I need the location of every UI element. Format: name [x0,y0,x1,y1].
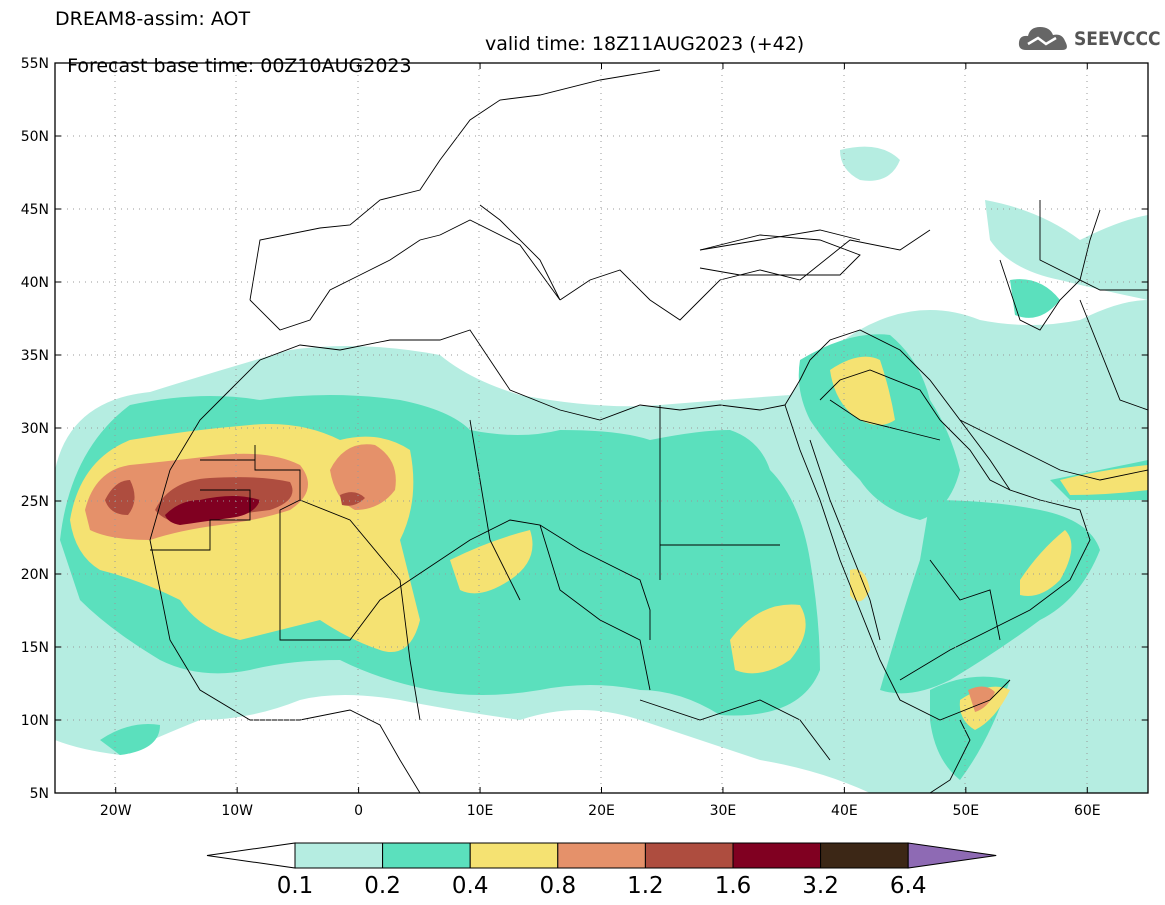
lon-label: 0 [354,803,363,819]
lon-label: 40E [831,803,858,819]
colorbar-segment [469,842,559,869]
colorbar-segment [820,842,909,869]
colorbar-label: 1.2 [627,873,664,899]
colorbar-label: 6.4 [890,873,927,899]
cloud-icon [1018,27,1067,50]
colorbar-high-arrow [907,842,997,869]
colorbar-label: 3.2 [802,873,839,899]
colorbar-low-arrow [206,842,296,869]
colorbar-segment [732,842,822,869]
colorbar-segment [382,842,471,869]
lat-label: 55N [21,56,49,72]
lat-label: 45N [21,202,49,218]
colorbar-labels: 0.1 0.2 0.4 0.8 1.2 1.6 3.2 6.4 [277,873,927,899]
base-time-label: Forecast base time: 00Z10AUG2023 valid t… [55,33,804,99]
colorbar-label: 0.4 [452,873,489,899]
colorbar-label: 1.6 [715,873,752,899]
lat-label: 20N [21,567,49,583]
graticule [55,63,1148,793]
seevccc-logo: SEEVCCC [1018,22,1161,56]
lat-label: 10N [21,713,49,729]
axis-ticks [55,62,1148,794]
latitude-labels: 55N 50N 45N 40N 35N 30N 25N 20N 15N 10N 5N [21,56,49,802]
colorbar-label: 0.1 [277,873,314,899]
colorbar-label: 0.2 [364,873,401,899]
lat-label: 35N [21,348,49,364]
lat-label: 30N [21,421,49,437]
colorbar [206,842,997,869]
valid-time-text: valid time: 18Z11AUG2023 (+42) [485,33,805,55]
lat-label: 5N [30,786,49,802]
colorbar-segment [294,842,384,869]
colorbar-segment [644,842,734,869]
lat-label: 25N [21,494,49,510]
lon-label: 60E [1074,803,1101,819]
lon-label: 30E [710,803,737,819]
colorbar-label: 0.8 [540,873,577,899]
longitude-labels: 20W 10W 0 10E 20E 30E 40E 50E 60E [100,803,1101,819]
lat-label: 40N [21,275,49,291]
logo-text: SEEVCCC [1074,28,1161,50]
colorbar-segment [557,842,646,869]
base-time-text: Forecast base time: 00Z10AUG2023 [67,55,412,77]
lon-label: 50E [952,803,979,819]
lon-label: 20E [588,803,615,819]
lon-label: 10E [467,803,494,819]
chart-title: DREAM8-assim: AOT [55,8,251,30]
coastlines [149,69,1148,793]
lon-label: 10W [221,803,253,819]
lon-label: 20W [100,803,132,819]
lat-label: 15N [21,640,49,656]
lat-label: 50N [21,129,49,145]
aot-level-1.6 [165,496,260,525]
